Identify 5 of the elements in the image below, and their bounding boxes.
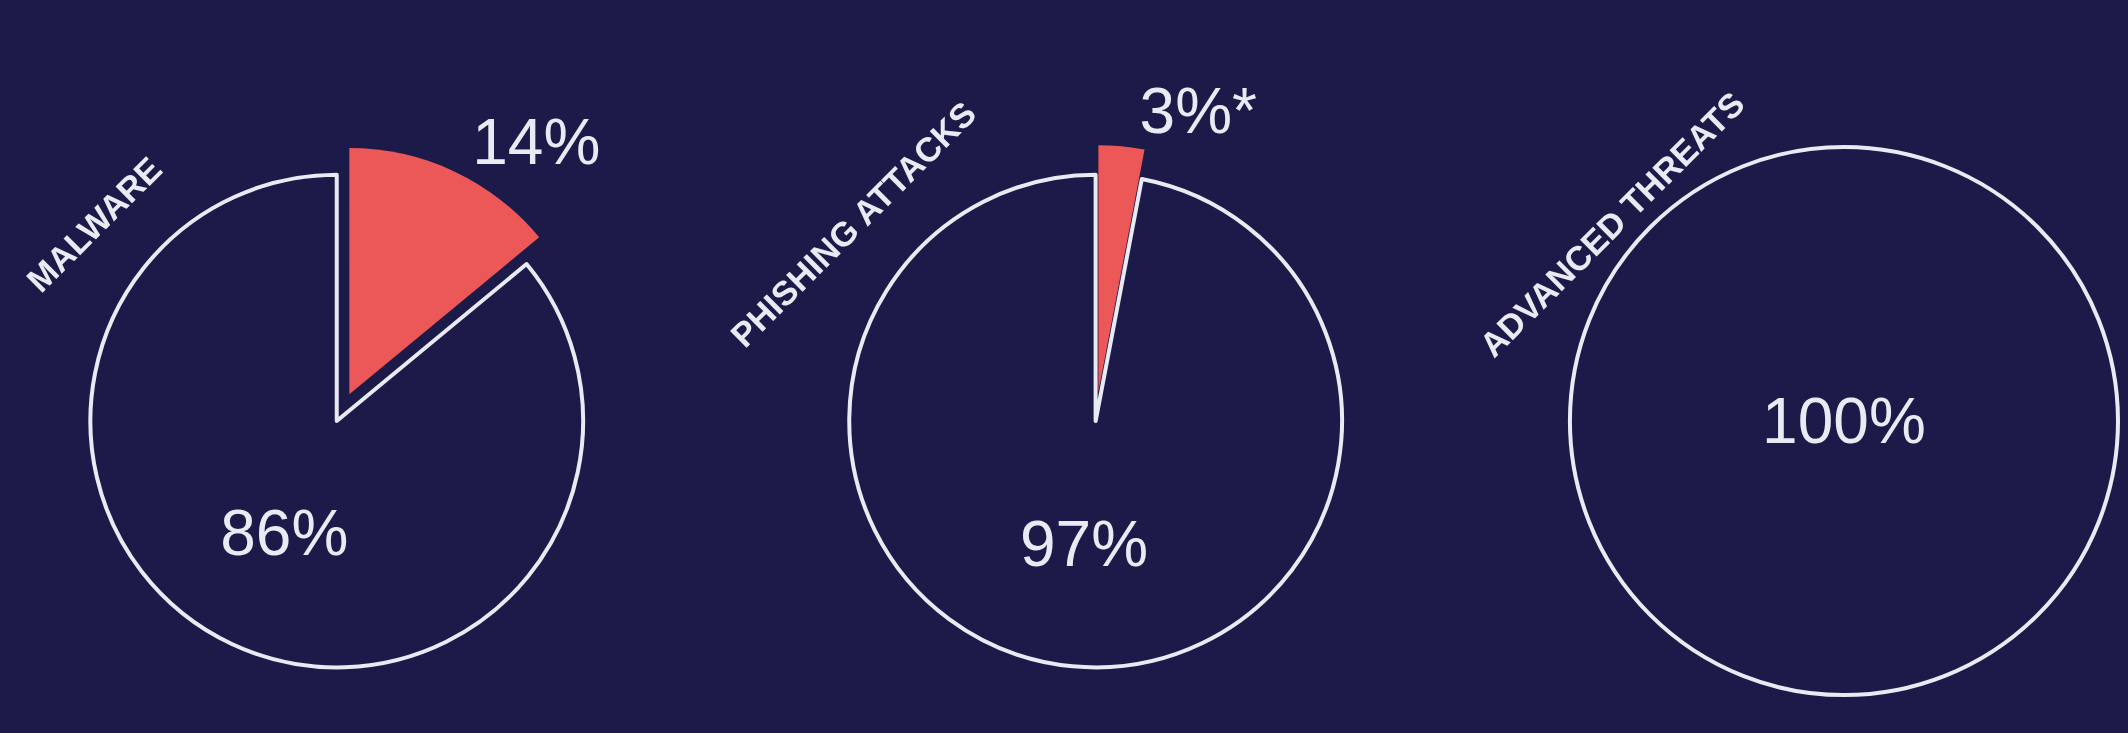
data-label: 3%*	[1139, 74, 1257, 147]
data-label: 14%	[472, 105, 601, 178]
data-label: 100%	[1762, 385, 1926, 458]
data-label: 86%	[220, 496, 349, 569]
data-label: 97%	[1019, 507, 1149, 580]
